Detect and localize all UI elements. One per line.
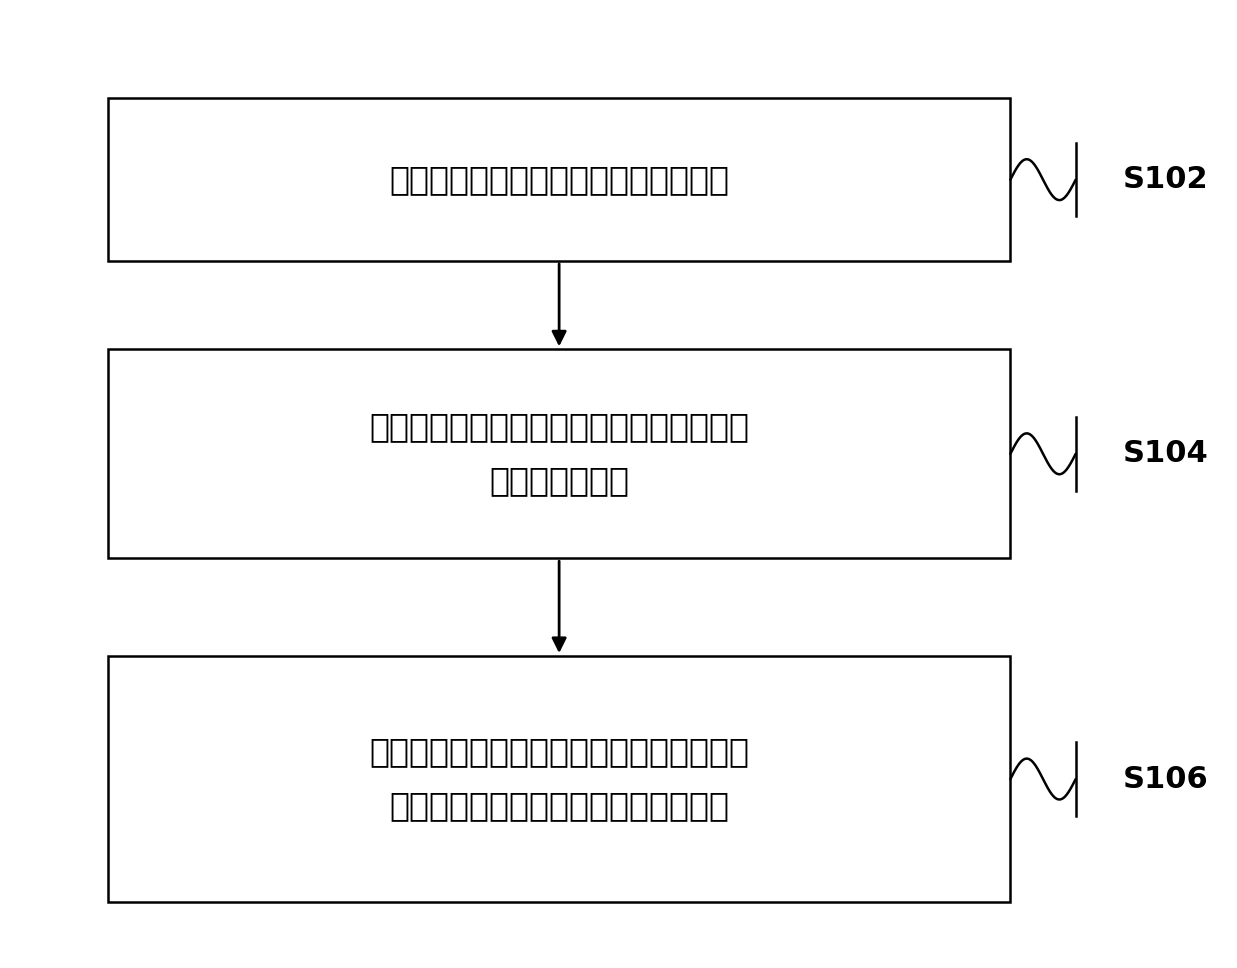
Bar bbox=[108, 656, 1011, 902]
Bar bbox=[108, 349, 1011, 559]
Text: 将特征信息输入至分层结构模型，以确定多
个初始处理方式: 将特征信息输入至分层结构模型，以确定多 个初始处理方式 bbox=[369, 410, 750, 498]
Bar bbox=[108, 99, 1011, 261]
Text: S104: S104 bbox=[1123, 439, 1209, 469]
Text: S102: S102 bbox=[1123, 166, 1209, 195]
Text: S106: S106 bbox=[1123, 765, 1209, 794]
Text: 采用层次分析法从多个初始处理方式中确定
对髋白骨缺损进行处理的目标处理方式: 采用层次分析法从多个初始处理方式中确定 对髋白骨缺损进行处理的目标处理方式 bbox=[369, 736, 750, 823]
Text: 获取目标对象的髋白骨缺损的特征信息: 获取目标对象的髋白骨缺损的特征信息 bbox=[390, 164, 729, 197]
